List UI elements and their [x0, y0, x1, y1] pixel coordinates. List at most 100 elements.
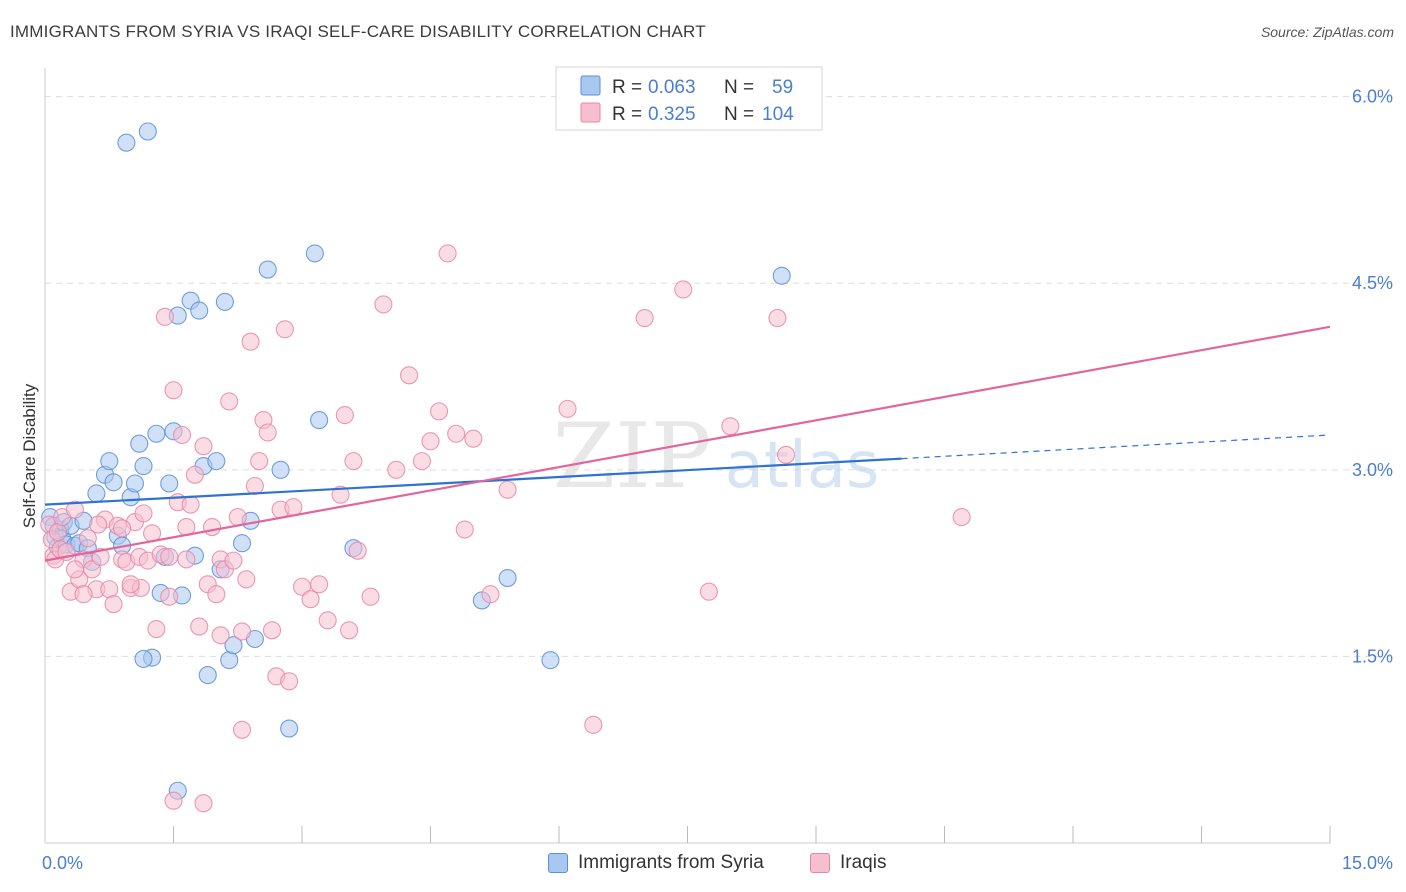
legend-n-label-iraq: N = — [724, 104, 754, 125]
point-iraq-64 — [318, 611, 337, 630]
trend-lines — [44, 325, 1331, 562]
point-iraq-38 — [190, 617, 209, 636]
point-iraq-18 — [104, 595, 123, 614]
point-iraq-85 — [635, 309, 654, 328]
point-iraq-86 — [674, 280, 693, 299]
point-syria-25 — [138, 122, 157, 141]
point-iraq-90 — [776, 445, 796, 464]
legend-n-value-iraq: 104 — [762, 104, 794, 125]
point-iraq-79 — [455, 520, 474, 539]
legend-label-iraq: Iraqis — [840, 852, 887, 873]
point-syria-16 — [100, 452, 119, 471]
point-syria-30 — [160, 474, 179, 493]
point-iraq-92 — [164, 791, 183, 810]
legend-item-syria: Immigrants from Syria — [548, 852, 764, 874]
point-syria-38 — [198, 666, 217, 685]
point-iraq-48 — [232, 622, 252, 641]
point-iraq-39 — [194, 437, 213, 456]
point-syria-44 — [232, 534, 252, 553]
point-iraq-68 — [344, 452, 363, 471]
point-syria-42 — [220, 651, 239, 670]
point-iraq-93 — [194, 794, 213, 813]
point-iraq-42 — [207, 585, 226, 604]
point-syria-24 — [117, 133, 136, 152]
point-syria-50 — [305, 244, 324, 263]
point-iraq-49 — [237, 570, 256, 589]
point-syria-49 — [280, 719, 299, 738]
point-iraq-59 — [280, 672, 299, 691]
point-syria-48 — [271, 460, 290, 479]
point-iraq-91 — [952, 508, 971, 527]
legend-swatch-iraq — [580, 102, 601, 123]
point-iraq-54 — [258, 423, 277, 442]
point-iraq-101 — [65, 560, 85, 579]
point-syria-43 — [224, 636, 243, 655]
point-iraq-60 — [284, 498, 303, 517]
point-iraq-36 — [181, 495, 200, 514]
point-iraq-50 — [241, 332, 260, 351]
point-iraq-34 — [173, 425, 192, 445]
point-iraq-70 — [361, 587, 380, 606]
point-syria-57 — [772, 266, 791, 285]
point-iraq-30 — [155, 307, 174, 326]
series-syria-points — [41, 122, 791, 800]
point-iraq-12 — [78, 529, 97, 548]
point-syria-21 — [125, 474, 144, 493]
point-iraq-51 — [245, 476, 264, 496]
point-iraq-66 — [335, 406, 354, 425]
series-iraq-points — [40, 244, 971, 813]
point-syria-22 — [130, 434, 149, 453]
point-iraq-41 — [203, 517, 222, 537]
point-iraq-46 — [224, 551, 243, 570]
axes — [44, 68, 1331, 844]
point-iraq-31 — [160, 547, 179, 566]
point-iraq-78 — [447, 424, 466, 443]
x-tick-label-max: 15.0% — [1342, 853, 1393, 873]
point-syria-51 — [310, 411, 329, 430]
point-iraq-58 — [275, 320, 294, 339]
point-iraq-71 — [374, 295, 393, 314]
point-iraq-74 — [412, 452, 431, 471]
y-axis-label: Self-Care Disability — [20, 383, 39, 528]
legend-swatch-syria — [580, 75, 601, 96]
point-iraq-62 — [301, 590, 320, 609]
point-iraq-88 — [721, 417, 740, 436]
point-iraq-75 — [421, 432, 440, 451]
point-iraq-67 — [340, 621, 359, 640]
point-iraq-28 — [147, 619, 166, 639]
point-iraq-52 — [250, 452, 269, 471]
y-tick-label-1: 3.0% — [1352, 460, 1393, 480]
point-iraq-69 — [348, 541, 367, 560]
point-iraq-99 — [177, 550, 196, 569]
point-syria-27 — [147, 424, 166, 443]
x-tick-label-min: 0.0% — [42, 853, 83, 873]
point-syria-55 — [541, 651, 560, 670]
point-iraq-95 — [89, 515, 108, 534]
point-syria-14 — [87, 484, 106, 503]
point-iraq-47 — [228, 508, 247, 527]
y-tick-label-3: 6.0% — [1352, 87, 1393, 107]
point-iraq-25 — [134, 504, 153, 523]
top-legend: R = 0.063 N = 59 R = 0.325 N = 104 — [555, 66, 823, 131]
point-iraq-100 — [211, 626, 230, 645]
chart-title: IMMIGRANTS FROM SYRIA VS IRAQI SELF-CARE… — [10, 22, 706, 41]
point-iraq-55 — [262, 621, 282, 640]
watermark-zip: ZIP — [553, 404, 712, 509]
source-label: Source: ZipAtlas.com — [1260, 24, 1394, 40]
trend-line-iraq — [44, 325, 1331, 562]
point-iraq-84 — [584, 715, 603, 734]
point-iraq-63 — [310, 575, 329, 594]
point-iraq-37 — [185, 465, 204, 484]
bottom-legend: Immigrants from Syria Iraqis — [0, 852, 1406, 878]
legend-r-value-iraq: 0.325 — [648, 104, 696, 125]
point-iraq-89 — [768, 309, 787, 328]
point-iraq-102 — [160, 587, 179, 606]
legend-r-label-iraq: R = — [612, 104, 642, 125]
point-syria-23 — [134, 457, 153, 476]
point-iraq-77 — [438, 244, 457, 263]
point-iraq-45 — [220, 392, 239, 411]
point-iraq-76 — [430, 402, 449, 421]
point-syria-17 — [104, 473, 123, 492]
point-syria-58 — [134, 649, 153, 668]
